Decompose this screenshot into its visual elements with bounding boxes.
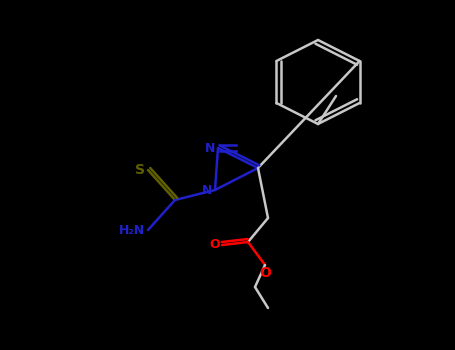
Text: H₂N: H₂N — [119, 224, 145, 237]
Text: N: N — [202, 183, 212, 196]
Text: N: N — [205, 141, 215, 154]
Text: S: S — [135, 163, 145, 177]
Text: O: O — [209, 238, 220, 252]
Text: O: O — [259, 266, 271, 280]
